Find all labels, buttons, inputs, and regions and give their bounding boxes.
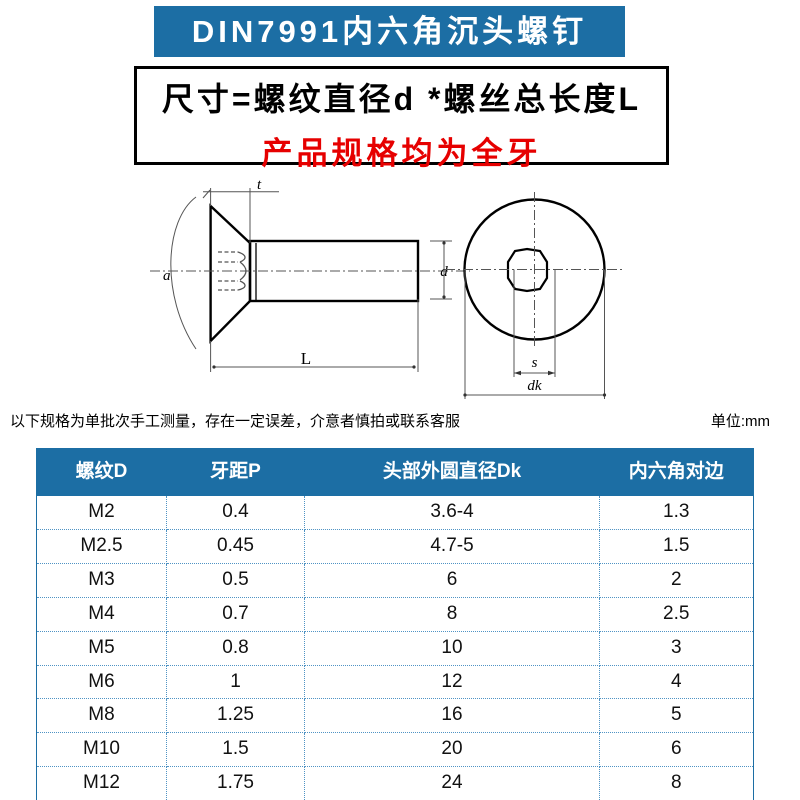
svg-text:s: s [532,355,538,371]
svg-text:dk: dk [527,378,542,394]
svg-text:a: a [163,268,171,284]
svg-text:L: L [301,349,311,368]
svg-text:t: t [257,177,262,193]
svg-text:d: d [440,264,448,280]
